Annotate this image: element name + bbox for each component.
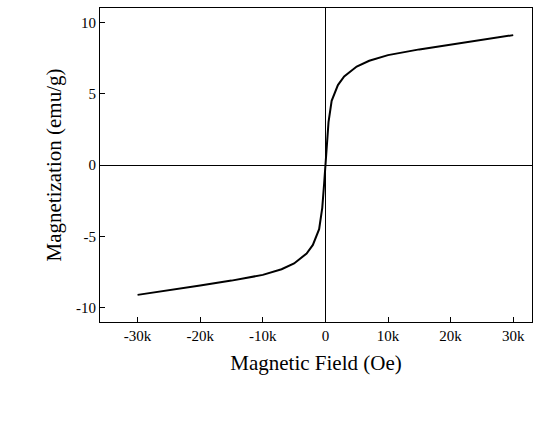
svg-text:-20k: -20k [186, 328, 214, 344]
svg-text:30k: 30k [502, 328, 525, 344]
svg-text:Magnetization (emu/g): Magnetization (emu/g) [42, 68, 66, 261]
svg-text:0: 0 [89, 157, 97, 173]
svg-text:Magnetic Field (Oe): Magnetic Field (Oe) [230, 351, 401, 375]
svg-text:-5: -5 [84, 229, 97, 245]
svg-text:10: 10 [81, 15, 96, 31]
svg-text:5: 5 [89, 86, 97, 102]
svg-text:20k: 20k [439, 328, 462, 344]
svg-text:0: 0 [322, 328, 330, 344]
svg-text:-10: -10 [76, 300, 96, 316]
svg-text:-10k: -10k [249, 328, 277, 344]
svg-text:10k: 10k [377, 328, 400, 344]
svg-text:-30k: -30k [124, 328, 152, 344]
